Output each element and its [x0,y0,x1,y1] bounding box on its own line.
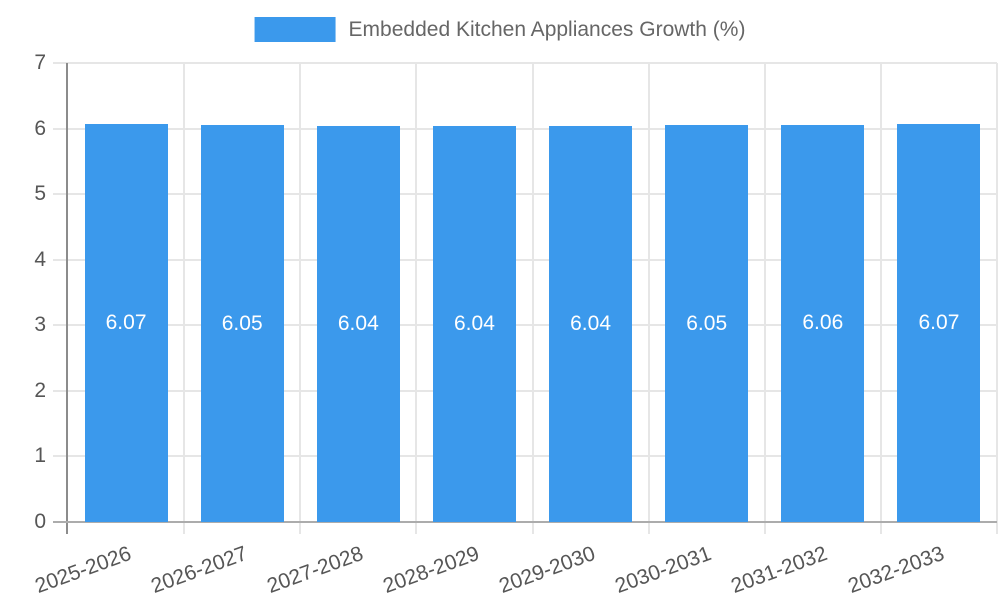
bar [432,125,516,522]
bar-value-label: 6.04 [337,311,379,335]
x-axis-tick-label: 2027-2028 [263,542,367,598]
legend-swatch [254,17,336,42]
x-gridline [763,63,766,534]
y-axis-tick-label: 5 [34,182,46,206]
bar [200,125,284,522]
bar-value-label: 6.06 [802,311,844,335]
y-axis-tick-label: 3 [34,313,46,337]
x-gridline [183,63,186,534]
bar-value-label: 6.07 [105,310,147,334]
legend-label: Embedded Kitchen Appliances Growth (%) [348,18,746,41]
x-axis-tick-label: 2030-2031 [612,542,715,598]
y-axis-tick-label: 7 [34,51,46,74]
x-gridline [996,63,998,534]
y-axis-tick-label: 1 [34,444,46,468]
y-gridline [53,455,997,458]
x-axis-tick-label: 2029-2030 [496,542,599,598]
y-axis-tick-label: 4 [34,247,46,271]
y-gridline [53,62,997,64]
x-axis-tick-label: 2025-2026 [31,542,134,598]
x-gridline [531,63,534,534]
x-gridline [415,63,418,534]
bar-value-label: 6.07 [918,310,960,334]
y-gridline [53,193,997,196]
y-axis-tick-label: 2 [34,378,46,402]
bar [549,125,633,522]
y-gridline [53,324,997,327]
bar [665,125,749,522]
y-axis-tick-label: 0 [34,510,46,533]
chart-legend[interactable]: Embedded Kitchen Appliances Growth (%) [254,17,746,42]
x-axis-tick-label: 2032-2033 [844,542,947,598]
bar-value-label: 6.05 [221,311,263,335]
bar [84,123,168,522]
x-gridline [879,63,882,534]
x-gridline [647,63,650,534]
bar-value-label: 6.04 [570,311,611,335]
y-axis-tick-label: 6 [34,116,46,140]
x-gridline [299,63,302,534]
y-gridline [53,258,997,261]
x-axis-line [53,521,997,523]
x-axis-tick-label: 2028-2029 [380,542,483,598]
bar [897,123,981,522]
x-axis-tick-label: 2026-2027 [147,542,251,598]
bar [781,124,865,522]
bar [316,125,400,522]
y-gridline [53,127,997,130]
x-axis-tick-label: 2031-2032 [728,542,831,598]
bar-value-label: 6.05 [686,311,728,335]
y-axis-line [66,63,68,534]
y-gridline [53,389,997,392]
bar-value-label: 6.04 [454,311,495,335]
